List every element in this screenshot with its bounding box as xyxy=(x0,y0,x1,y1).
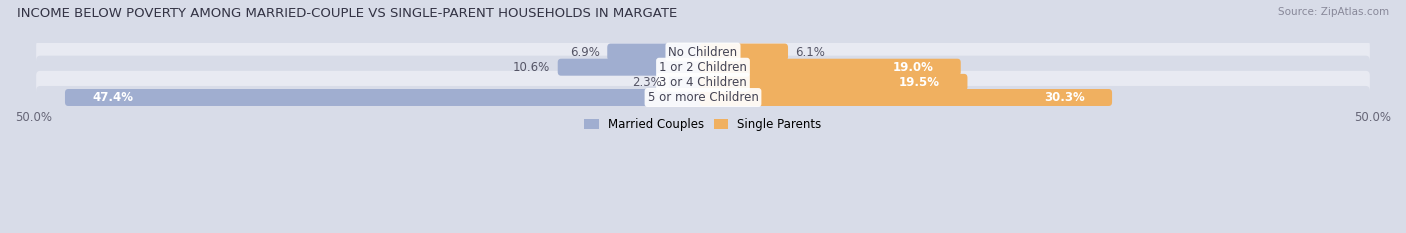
FancyBboxPatch shape xyxy=(700,59,960,76)
Text: 1 or 2 Children: 1 or 2 Children xyxy=(659,61,747,74)
Text: 47.4%: 47.4% xyxy=(93,91,134,104)
Text: 19.5%: 19.5% xyxy=(898,76,941,89)
FancyBboxPatch shape xyxy=(37,56,1369,79)
Text: 6.1%: 6.1% xyxy=(796,45,825,58)
FancyBboxPatch shape xyxy=(558,59,706,76)
FancyBboxPatch shape xyxy=(700,89,1112,106)
Text: 6.9%: 6.9% xyxy=(569,45,600,58)
Text: 5 or more Children: 5 or more Children xyxy=(648,91,758,104)
Text: 30.3%: 30.3% xyxy=(1043,91,1084,104)
FancyBboxPatch shape xyxy=(669,74,706,91)
Text: 19.0%: 19.0% xyxy=(893,61,934,74)
FancyBboxPatch shape xyxy=(37,71,1369,94)
FancyBboxPatch shape xyxy=(700,44,787,61)
FancyBboxPatch shape xyxy=(607,44,706,61)
Text: INCOME BELOW POVERTY AMONG MARRIED-COUPLE VS SINGLE-PARENT HOUSEHOLDS IN MARGATE: INCOME BELOW POVERTY AMONG MARRIED-COUPL… xyxy=(17,7,678,20)
Text: No Children: No Children xyxy=(668,45,738,58)
Text: Source: ZipAtlas.com: Source: ZipAtlas.com xyxy=(1278,7,1389,17)
Text: 2.3%: 2.3% xyxy=(631,76,661,89)
Text: 10.6%: 10.6% xyxy=(513,61,550,74)
FancyBboxPatch shape xyxy=(65,89,706,106)
FancyBboxPatch shape xyxy=(37,41,1369,64)
FancyBboxPatch shape xyxy=(700,74,967,91)
Text: 3 or 4 Children: 3 or 4 Children xyxy=(659,76,747,89)
Legend: Married Couples, Single Parents: Married Couples, Single Parents xyxy=(579,113,827,136)
FancyBboxPatch shape xyxy=(37,86,1369,109)
